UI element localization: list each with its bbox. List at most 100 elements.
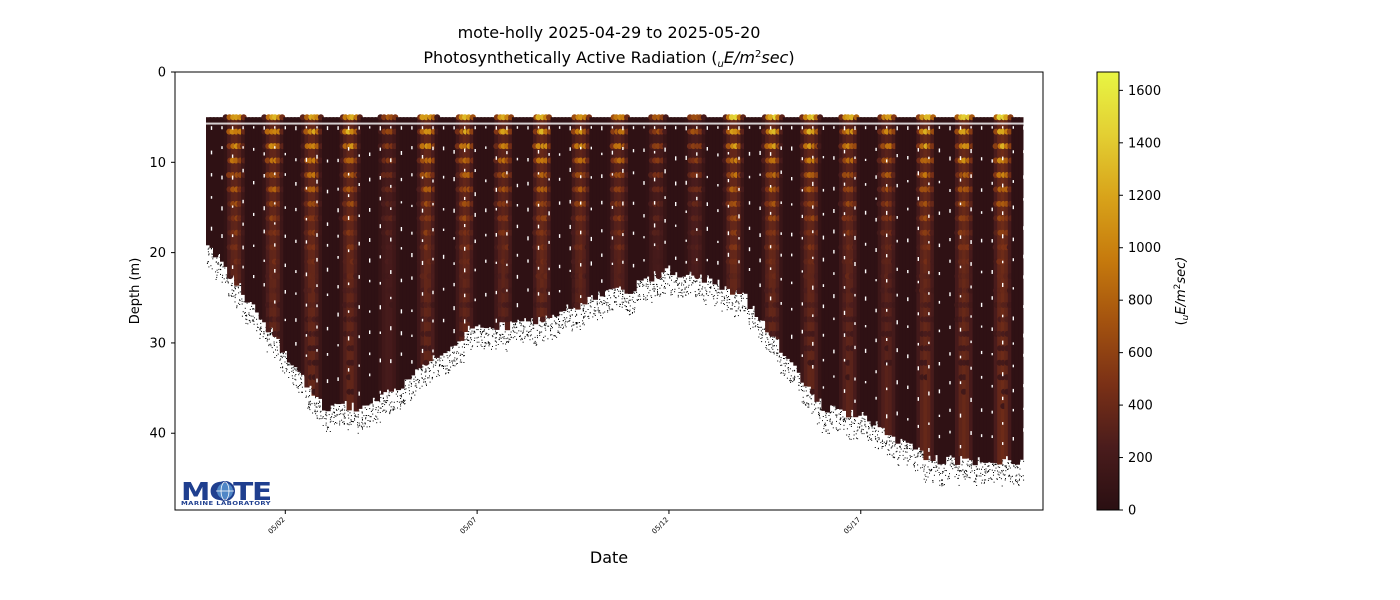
- seafloor-speck: [707, 284, 709, 285]
- seafloor-speck: [920, 451, 922, 452]
- data-gap: [453, 282, 455, 287]
- seafloor-speck: [889, 437, 891, 439]
- seafloor-speck: [687, 291, 688, 293]
- seafloor-speck: [752, 326, 754, 328]
- data-gap: [822, 333, 825, 337]
- data-gap: [970, 240, 972, 245]
- seafloor-speck: [694, 291, 696, 293]
- seafloor-speck: [840, 417, 841, 419]
- seafloor-speck: [293, 384, 295, 386]
- data-gap: [864, 269, 867, 274]
- data-gap: [886, 308, 888, 312]
- seafloor-speck: [1013, 465, 1015, 467]
- seafloor-speck: [939, 484, 941, 486]
- seafloor-speck: [622, 290, 624, 292]
- seafloor-speck: [266, 340, 268, 342]
- data-gap: [991, 159, 993, 163]
- seafloor-speck: [637, 295, 639, 297]
- seafloor-speck: [697, 289, 699, 291]
- seafloor-speck: [418, 382, 420, 384]
- seafloor-speck: [777, 352, 779, 354]
- seafloor-speck: [744, 310, 746, 312]
- data-gap: [369, 152, 371, 157]
- seafloor-speck: [404, 389, 406, 390]
- seafloor-speck: [338, 408, 340, 410]
- data-gap: [896, 380, 898, 385]
- seafloor-speck: [421, 368, 423, 370]
- seafloor-speck: [991, 469, 993, 471]
- seafloor-speck: [314, 404, 316, 406]
- seafloor-speck: [421, 385, 423, 387]
- seafloor-speck: [957, 468, 959, 470]
- seafloor-speck: [563, 317, 565, 319]
- seafloor-speck: [687, 286, 689, 288]
- data-gap: [474, 192, 476, 197]
- seafloor-speck: [506, 342, 508, 343]
- seafloor-speck: [384, 400, 386, 402]
- data-gap: [1023, 428, 1025, 432]
- data-profile: [248, 117, 254, 302]
- seafloor-speck: [553, 335, 555, 337]
- data-profile: [1018, 117, 1024, 460]
- seafloor-speck: [562, 328, 564, 329]
- data-gap: [527, 236, 529, 241]
- seafloor-speck: [379, 421, 381, 423]
- seafloor-speck: [459, 361, 461, 363]
- data-gap: [411, 334, 413, 337]
- data-gap: [812, 285, 814, 290]
- seafloor-speck: [233, 290, 235, 292]
- data-points-layer: [206, 114, 1024, 466]
- data-profile: [374, 117, 380, 402]
- seafloor-speck: [289, 362, 291, 364]
- seafloor-speck: [541, 326, 543, 328]
- data-gap: [1012, 364, 1014, 368]
- seafloor-speck: [220, 269, 222, 271]
- seafloor-speck: [748, 323, 750, 325]
- data-profile: [427, 117, 433, 362]
- seafloor-speck: [435, 364, 437, 366]
- seafloor-speck: [225, 274, 227, 276]
- data-gap: [442, 287, 445, 291]
- seafloor-speck: [457, 342, 459, 344]
- seafloor-speck: [825, 413, 827, 415]
- seafloor-speck: [283, 355, 285, 357]
- data-gap: [727, 126, 730, 130]
- data-gap: [601, 126, 603, 131]
- seafloor-speck: [400, 394, 402, 396]
- seafloor-speck: [405, 392, 407, 394]
- seafloor-speck: [488, 343, 490, 345]
- data-gap: [485, 259, 487, 263]
- seafloor-speck: [558, 319, 559, 320]
- seafloor-speck: [754, 318, 756, 320]
- data-gap: [938, 414, 941, 417]
- data-gap: [727, 231, 730, 236]
- data-gap: [854, 262, 856, 267]
- data-profile: [480, 117, 486, 328]
- seafloor-speck: [565, 320, 567, 322]
- seafloor-speck: [366, 409, 368, 410]
- seafloor-speck: [602, 317, 603, 319]
- colorbar-tick-label: 1600: [1128, 84, 1161, 99]
- data-gap: [316, 257, 318, 262]
- seafloor-speck: [736, 301, 738, 303]
- data-gap: [664, 219, 666, 223]
- data-gap: [453, 329, 455, 334]
- seafloor-speck: [403, 400, 404, 402]
- seafloor-speck: [723, 303, 725, 304]
- seafloor-speck: [649, 281, 651, 283]
- seafloor-speck: [780, 364, 782, 366]
- seafloor-speck: [622, 296, 624, 298]
- seafloor-speck: [551, 326, 552, 327]
- seafloor-speck: [376, 416, 378, 418]
- seafloor-speck: [941, 472, 943, 474]
- seafloor-speck: [367, 420, 369, 421]
- data-gap: [326, 243, 329, 247]
- seafloor-speck: [318, 400, 320, 402]
- data-profile: [448, 117, 454, 347]
- data-point: [961, 345, 967, 352]
- seafloor-speck: [786, 363, 788, 365]
- seafloor-speck: [981, 468, 982, 470]
- seafloor-speck: [440, 357, 442, 359]
- data-gap: [854, 126, 856, 130]
- seafloor-speck: [958, 474, 960, 476]
